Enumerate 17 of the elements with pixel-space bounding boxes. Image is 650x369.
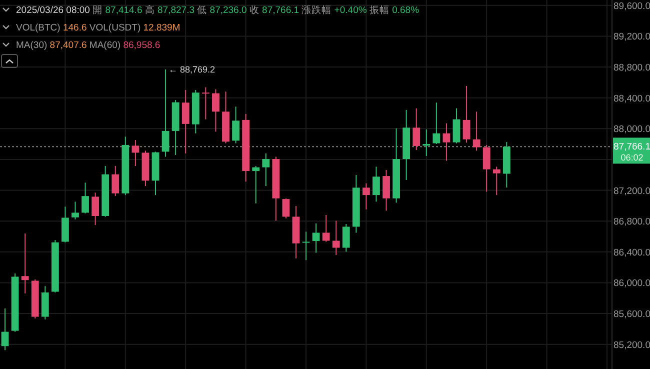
- annotation: ← 88,769.2: [168, 64, 216, 74]
- y-tick-label: 87,200.0: [614, 186, 650, 197]
- ref-line-label: 87,766.1: [614, 142, 650, 153]
- y-tick-label: 86,800.0: [614, 216, 650, 228]
- y-tick-label: 85,600.0: [614, 309, 650, 320]
- y-tick-label: 85,200.0: [614, 340, 650, 351]
- y-tick-label: 88,800.0: [614, 62, 650, 74]
- y-tick-label: 89,200.0: [614, 32, 650, 43]
- annotation: MA(30) 87,407.6 MA(60) 86,958.6: [16, 40, 160, 51]
- text: 2025/03/26 08:00 開 87,414.6 高 87,827.3 低 87,236.0 收 87,766.1 漲跌幅 +0.40% 振幅 0.68%: [16, 5, 420, 16]
- annotation: VOL(BTC) 146.6 VOL(USDT) 12.839M: [16, 22, 180, 34]
- y-tick-label: 89,600.0: [614, 0, 650, 12]
- y-tick-label: 86,400.0: [614, 247, 650, 258]
- y-tick-label: 86,000.0: [614, 278, 650, 290]
- y-tick-label: 88,400.0: [614, 93, 650, 104]
- y-tick-label: 88,000.0: [614, 124, 650, 136]
- text: 06:02: [620, 152, 644, 163]
